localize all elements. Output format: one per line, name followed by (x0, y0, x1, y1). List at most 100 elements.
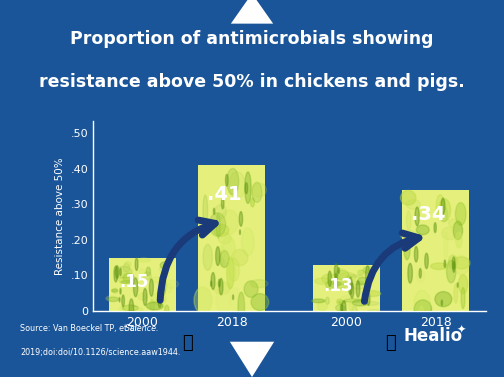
Ellipse shape (352, 300, 368, 306)
Text: 🐷: 🐷 (386, 334, 396, 352)
Ellipse shape (361, 302, 379, 305)
Ellipse shape (414, 300, 431, 318)
Ellipse shape (338, 301, 346, 303)
Circle shape (158, 293, 161, 308)
Circle shape (122, 295, 124, 307)
Ellipse shape (461, 288, 465, 308)
Ellipse shape (335, 269, 347, 277)
Ellipse shape (456, 202, 466, 225)
Circle shape (211, 281, 212, 287)
Ellipse shape (430, 263, 448, 270)
Ellipse shape (440, 207, 448, 222)
Circle shape (135, 258, 138, 270)
Ellipse shape (358, 270, 364, 275)
Ellipse shape (351, 281, 365, 289)
Ellipse shape (444, 232, 448, 258)
Ellipse shape (112, 289, 117, 292)
Ellipse shape (218, 233, 231, 244)
Circle shape (425, 253, 428, 268)
Ellipse shape (347, 275, 363, 277)
Circle shape (340, 304, 343, 313)
Ellipse shape (363, 267, 373, 273)
Text: Proportion of antimicrobials showing: Proportion of antimicrobials showing (70, 30, 434, 48)
Ellipse shape (419, 306, 423, 314)
Ellipse shape (440, 199, 446, 214)
Ellipse shape (252, 182, 262, 202)
Ellipse shape (147, 302, 163, 310)
Ellipse shape (209, 213, 226, 236)
Ellipse shape (333, 282, 349, 285)
Ellipse shape (401, 190, 416, 205)
Ellipse shape (406, 200, 420, 209)
Ellipse shape (352, 306, 357, 314)
Circle shape (367, 293, 370, 305)
Ellipse shape (250, 280, 268, 288)
Ellipse shape (360, 270, 372, 274)
Ellipse shape (318, 301, 327, 311)
Circle shape (219, 279, 223, 295)
Circle shape (211, 273, 215, 290)
Ellipse shape (151, 293, 166, 305)
Ellipse shape (221, 210, 238, 234)
Ellipse shape (334, 282, 341, 286)
Ellipse shape (220, 250, 229, 267)
Ellipse shape (459, 275, 468, 294)
Circle shape (239, 230, 240, 234)
Bar (199, 165, 265, 311)
Ellipse shape (449, 219, 459, 227)
Circle shape (239, 211, 242, 226)
Ellipse shape (344, 299, 362, 302)
Ellipse shape (414, 236, 418, 242)
Text: Science.: Science. (20, 324, 159, 333)
Circle shape (245, 183, 247, 194)
Text: ✦: ✦ (456, 325, 466, 334)
Ellipse shape (406, 211, 411, 230)
Ellipse shape (222, 237, 235, 262)
Ellipse shape (337, 299, 343, 304)
Ellipse shape (214, 224, 229, 236)
Text: 2019;doi:doi/10.1126/science.aaw1944.: 2019;doi:doi/10.1126/science.aaw1944. (20, 348, 180, 357)
Ellipse shape (322, 274, 338, 284)
Ellipse shape (453, 256, 469, 274)
Ellipse shape (160, 286, 165, 296)
Circle shape (338, 268, 340, 273)
Ellipse shape (340, 296, 353, 305)
Circle shape (129, 299, 134, 319)
Ellipse shape (335, 270, 349, 279)
Ellipse shape (453, 257, 470, 269)
Circle shape (444, 260, 446, 268)
Text: .15: .15 (119, 273, 149, 291)
Ellipse shape (435, 291, 452, 307)
Circle shape (328, 271, 332, 287)
Ellipse shape (456, 232, 462, 248)
Ellipse shape (216, 214, 220, 238)
Ellipse shape (138, 293, 147, 300)
Circle shape (442, 300, 443, 306)
Ellipse shape (312, 299, 325, 303)
Ellipse shape (162, 280, 167, 291)
Ellipse shape (138, 258, 150, 262)
Ellipse shape (214, 281, 230, 294)
Circle shape (342, 301, 346, 320)
Text: .41: .41 (208, 185, 242, 204)
Polygon shape (231, 0, 273, 24)
Ellipse shape (357, 277, 369, 284)
Ellipse shape (203, 195, 208, 226)
Ellipse shape (241, 228, 254, 256)
Text: resistance above 50% in chickens and pigs.: resistance above 50% in chickens and pig… (39, 73, 465, 90)
Circle shape (216, 247, 220, 265)
Ellipse shape (453, 221, 463, 240)
Circle shape (414, 247, 418, 262)
Ellipse shape (123, 263, 130, 272)
Ellipse shape (150, 277, 164, 283)
Ellipse shape (133, 308, 143, 314)
Ellipse shape (438, 199, 451, 221)
Ellipse shape (238, 292, 244, 322)
Y-axis label: Resistance above 50%: Resistance above 50% (55, 157, 65, 275)
Circle shape (452, 257, 455, 269)
Ellipse shape (123, 273, 134, 282)
Ellipse shape (106, 296, 119, 301)
Ellipse shape (119, 306, 133, 311)
Ellipse shape (339, 273, 356, 282)
Text: 🐔: 🐔 (181, 334, 193, 352)
